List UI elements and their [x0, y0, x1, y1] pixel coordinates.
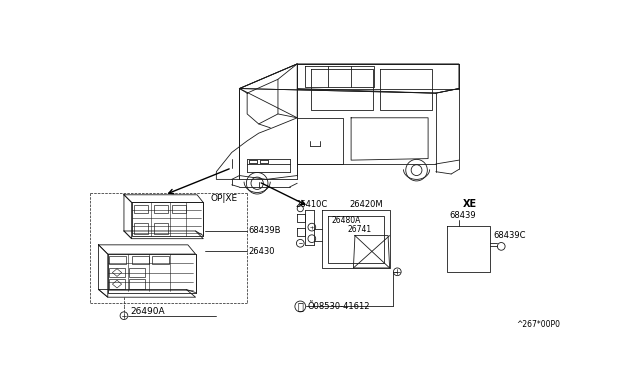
- Text: 26420M: 26420M: [349, 199, 383, 209]
- Text: OP|XE: OP|XE: [210, 194, 237, 203]
- Text: 26430: 26430: [249, 247, 275, 256]
- Text: 68439: 68439: [450, 211, 476, 220]
- Circle shape: [308, 235, 316, 243]
- Text: Ⓢ: Ⓢ: [298, 301, 304, 311]
- Circle shape: [296, 240, 304, 247]
- Circle shape: [394, 268, 401, 276]
- Text: 26480A: 26480A: [332, 216, 361, 225]
- Text: XE: XE: [463, 199, 477, 209]
- Text: ^267*00P0: ^267*00P0: [516, 320, 561, 328]
- Circle shape: [308, 223, 316, 231]
- Text: 68439B: 68439B: [249, 227, 281, 235]
- Text: 68439C: 68439C: [493, 231, 526, 240]
- Circle shape: [295, 301, 306, 312]
- Text: 26410C: 26410C: [296, 199, 328, 209]
- Circle shape: [497, 243, 505, 250]
- Circle shape: [297, 206, 303, 212]
- Text: Õ08530-41612: Õ08530-41612: [307, 302, 370, 311]
- Text: 26490A: 26490A: [130, 307, 164, 316]
- Text: 26741: 26741: [348, 225, 371, 234]
- Circle shape: [120, 312, 128, 320]
